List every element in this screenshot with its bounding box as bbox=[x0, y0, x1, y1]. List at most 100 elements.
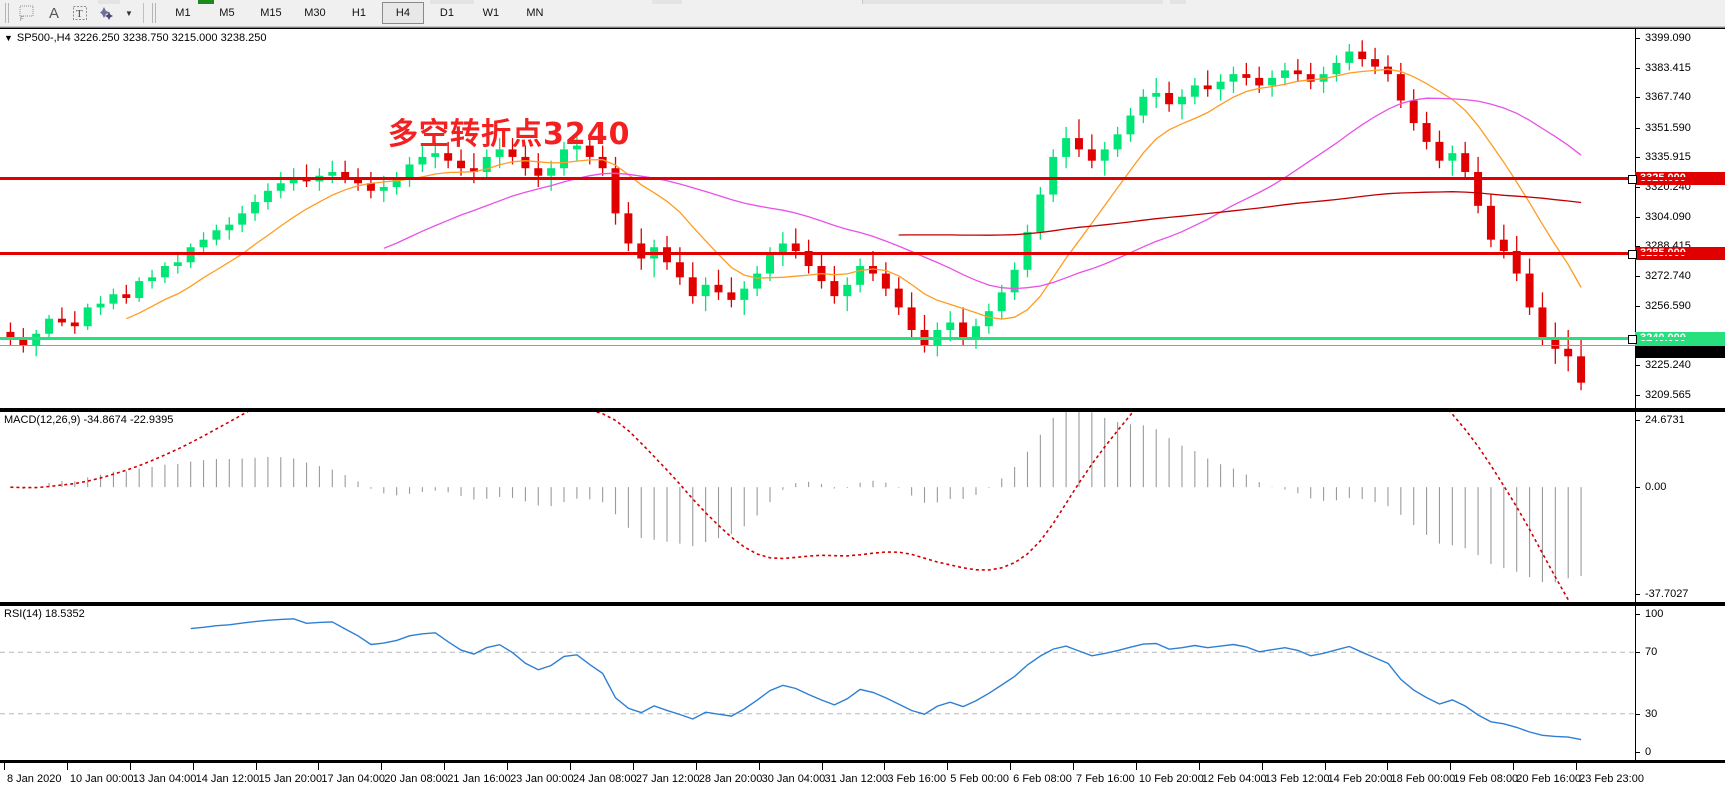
time-axis-tick bbox=[1135, 763, 1137, 770]
level-handle-3325[interactable] bbox=[1628, 174, 1637, 184]
time-axis-label: 23 Jan 00:00 bbox=[510, 773, 574, 785]
time-axis-label: 14 Feb 20:00 bbox=[1327, 773, 1393, 785]
macd-header: MACD(12,26,9) -34.8674 -22.9395 bbox=[4, 414, 174, 426]
time-axis-label: 6 Feb 08:00 bbox=[1013, 773, 1072, 785]
price-tick: 3225.240 bbox=[1636, 359, 1725, 371]
timeframe-m30[interactable]: M30 bbox=[304, 7, 326, 19]
level-handle-3240[interactable] bbox=[1628, 334, 1637, 344]
time-axis-label: 5 Feb 00:00 bbox=[950, 773, 1009, 785]
rsi-panel[interactable]: RSI(14) 18.5352 100 70 30 0 bbox=[0, 604, 1725, 762]
timeframe-d1[interactable]: D1 bbox=[439, 7, 454, 19]
time-axis-tick bbox=[192, 763, 194, 770]
price-tick-label: 3209.565 bbox=[1645, 388, 1691, 401]
collapse-caret-icon[interactable]: ▼ bbox=[4, 33, 13, 43]
shapes-tool-icon[interactable] bbox=[94, 2, 119, 24]
time-axis-tick bbox=[1324, 763, 1326, 770]
macd-panel[interactable]: MACD(12,26,9) -34.8674 -22.9395 24.6731 0… bbox=[0, 410, 1725, 604]
time-axis-label: 30 Jan 04:00 bbox=[761, 773, 826, 785]
font-tool-icon[interactable]: A bbox=[48, 4, 59, 22]
macd-scale[interactable]: 24.6731 0.00 -37.7027 bbox=[1635, 412, 1725, 602]
rsi-header: RSI(14) 18.5352 bbox=[4, 608, 85, 620]
level-line-3240[interactable] bbox=[0, 336, 1725, 340]
price-tick: 3256.590 bbox=[1636, 300, 1725, 312]
time-axis-tick bbox=[758, 763, 760, 770]
macd-plot[interactable] bbox=[0, 412, 1635, 602]
rsi-scale[interactable]: 100 70 30 0 bbox=[1635, 606, 1725, 760]
rsi-plot[interactable] bbox=[0, 606, 1635, 760]
price-plot[interactable] bbox=[0, 29, 1635, 408]
level-line-3285[interactable] bbox=[0, 251, 1725, 255]
time-axis-label: 13 Jan 04:00 bbox=[132, 773, 197, 785]
time-axis[interactable]: 8 Jan 2020 10 Jan 00:00 13 Jan 04:00 14 Jan… bbox=[0, 762, 1725, 795]
rsi-tick-label: 70 bbox=[1645, 646, 1658, 659]
time-axis-tick bbox=[1010, 763, 1012, 770]
timeframe-m1[interactable]: M1 bbox=[175, 7, 191, 19]
rsi-tick-label: 100 bbox=[1645, 608, 1664, 620]
shapes-dropdown-icon[interactable]: ▼ bbox=[125, 8, 133, 18]
time-axis-label: 7 Feb 16:00 bbox=[1076, 773, 1135, 785]
current-price-line bbox=[0, 344, 1725, 346]
level-handle-3285[interactable] bbox=[1628, 249, 1637, 259]
price-scale[interactable]: 3399.090 3383.415 3367.740 3351.590 3335.915… bbox=[1635, 29, 1725, 408]
price-tick: 3383.415 bbox=[1636, 62, 1725, 74]
rsi-series-svg bbox=[0, 618, 1635, 741]
price-tick-label: 3367.740 bbox=[1645, 91, 1691, 104]
crosshair-tool-icon[interactable]: F bbox=[15, 2, 40, 24]
text-label-tool-icon[interactable]: T bbox=[68, 2, 92, 24]
macd-tick: 24.6731 bbox=[1636, 414, 1725, 426]
timeframe-w1[interactable]: W1 bbox=[482, 7, 500, 19]
time-axis-label: 10 Feb 20:00 bbox=[1138, 773, 1204, 785]
price-tick-label: 3351.590 bbox=[1645, 121, 1691, 134]
timeframe-m5[interactable]: M5 bbox=[219, 7, 235, 19]
time-axis-label: 27 Jan 12:00 bbox=[635, 773, 700, 785]
time-axis-tick bbox=[884, 763, 886, 770]
time-axis-label: 10 Jan 00:00 bbox=[69, 773, 134, 785]
timeframe-h1[interactable]: H1 bbox=[351, 7, 366, 19]
time-axis-tick bbox=[1513, 763, 1515, 770]
time-axis-label: 20 Jan 08:00 bbox=[384, 773, 448, 785]
time-axis-label: 15 Jan 20:00 bbox=[258, 773, 323, 785]
rsi-tick: 100 bbox=[1636, 608, 1725, 620]
time-axis-tick bbox=[1198, 763, 1200, 770]
macd-tick-label: 24.6731 bbox=[1645, 414, 1685, 426]
price-panel[interactable]: ▼ SP500-,H4 3226.250 3238.750 3215.000 32… bbox=[0, 28, 1725, 410]
time-axis-tick bbox=[1387, 763, 1389, 770]
price-tick: 3367.740 bbox=[1636, 91, 1725, 103]
macd-tick: 0.00 bbox=[1636, 481, 1725, 493]
toolbar-drag-handle[interactable] bbox=[5, 3, 11, 23]
time-axis-label: 19 Feb 08:00 bbox=[1453, 773, 1519, 785]
time-axis-tick bbox=[821, 763, 823, 770]
time-axis-label: 21 Jan 16:00 bbox=[447, 773, 511, 785]
price-tick-label: 3304.090 bbox=[1645, 210, 1691, 223]
rsi-tick: 0 bbox=[1636, 746, 1725, 758]
chart-symbol-text: SP500-,H4 3226.250 3238.750 3215.000 323… bbox=[16, 32, 267, 44]
chart-symbol-header: ▼ SP500-,H4 3226.250 3238.750 3215.000 32… bbox=[4, 32, 266, 44]
price-tick-label: 3399.090 bbox=[1645, 32, 1691, 45]
price-tick: 3351.590 bbox=[1636, 122, 1725, 134]
chart-area[interactable]: ▼ SP500-,H4 3226.250 3238.750 3215.000 32… bbox=[0, 27, 1725, 795]
timeframe-m15[interactable]: M15 bbox=[260, 7, 282, 19]
time-axis-label: 12 Feb 04:00 bbox=[1201, 773, 1267, 785]
time-axis-tick bbox=[444, 763, 446, 770]
time-axis-tick bbox=[632, 763, 634, 770]
time-axis-label: 18 Feb 00:00 bbox=[1390, 773, 1456, 785]
time-axis-tick bbox=[4, 763, 5, 770]
time-axis-tick bbox=[1261, 763, 1263, 770]
current-price-label: 3240.000 bbox=[1635, 344, 1725, 358]
price-tick-label: 3272.740 bbox=[1645, 269, 1691, 282]
timeframe-h4[interactable]: H4 bbox=[381, 2, 424, 24]
timeframe-drag-handle[interactable] bbox=[151, 3, 158, 23]
macd-series-svg bbox=[10, 412, 1582, 602]
toolbar-separator bbox=[142, 3, 144, 23]
time-axis-tick bbox=[255, 763, 257, 770]
time-axis-label: 31 Jan 12:00 bbox=[824, 773, 889, 785]
price-candles-svg bbox=[6, 40, 1586, 391]
level-line-3325[interactable] bbox=[0, 176, 1725, 180]
price-tick-label: 3256.590 bbox=[1645, 300, 1691, 313]
time-axis-tick bbox=[947, 763, 949, 770]
timeframe-mn[interactable]: MN bbox=[526, 7, 544, 19]
price-tick-label: 3383.415 bbox=[1645, 61, 1691, 74]
macd-tick: -37.7027 bbox=[1636, 588, 1725, 600]
time-axis-tick bbox=[695, 763, 697, 770]
price-tick: 3272.740 bbox=[1636, 270, 1725, 282]
